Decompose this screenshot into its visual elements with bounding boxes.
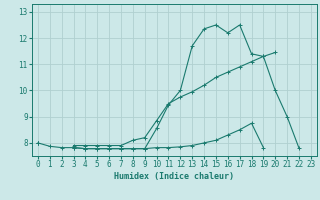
X-axis label: Humidex (Indice chaleur): Humidex (Indice chaleur) [115, 172, 234, 181]
